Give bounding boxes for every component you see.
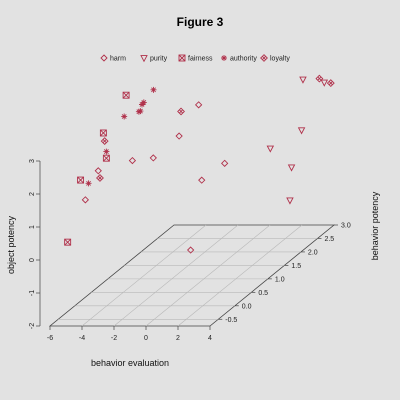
y-tick-label: 2.5 xyxy=(324,236,334,243)
legend-marker-fairness xyxy=(178,54,186,62)
z-tick-label: 2 xyxy=(29,192,36,196)
point-harm xyxy=(198,176,206,184)
legend-marker-purity xyxy=(140,55,148,63)
point-authority xyxy=(103,148,110,155)
y-tick-label: 0.5 xyxy=(258,290,268,297)
grid-line-x xyxy=(177,224,303,327)
point-fairness xyxy=(122,91,130,99)
legend: harm purity fairness authority loyalty xyxy=(100,54,290,63)
point-purity xyxy=(320,79,329,87)
point-loyalty xyxy=(96,174,104,182)
point-authority xyxy=(135,108,142,115)
grid-line-x xyxy=(145,224,271,327)
floor-outline xyxy=(48,224,336,327)
point-harm xyxy=(175,132,183,140)
point-purity xyxy=(299,76,307,84)
legend-marker-loyalty xyxy=(260,54,268,62)
point-authority xyxy=(139,101,145,108)
point-harm xyxy=(94,167,102,175)
point-authority xyxy=(85,180,92,187)
point-fairness xyxy=(102,154,110,162)
x-axis-label: behavior evaluation xyxy=(91,358,169,368)
point-harm xyxy=(195,101,203,109)
x-axis-ticks: -6 -4 -2 0 2 4 xyxy=(47,326,212,342)
legend-label-purity: purity xyxy=(150,56,168,63)
point-harm xyxy=(221,159,229,168)
point-harm xyxy=(128,156,137,165)
point-authority xyxy=(121,113,128,120)
point-purity xyxy=(297,127,306,135)
plot-box xyxy=(48,224,336,327)
point-harm xyxy=(149,154,157,162)
point-loyalty xyxy=(177,107,185,116)
y-tick-label: 0.0 xyxy=(242,303,252,310)
legend-marker-authority xyxy=(221,55,227,61)
x-tick-label: -4 xyxy=(79,335,85,342)
z-tick-label: -1 xyxy=(29,290,36,296)
z-tick-label: 3 xyxy=(29,159,36,163)
point-authority xyxy=(150,86,157,93)
y-tick-label: 2.0 xyxy=(308,249,318,256)
x-tick-label: -6 xyxy=(47,335,53,342)
z-axis-ticks: -2 -1 0 1 2 3 xyxy=(29,159,41,329)
legend-label-harm: harm xyxy=(110,56,126,63)
chart-title: Figure 3 xyxy=(177,15,224,29)
point-purity xyxy=(287,164,296,172)
point-harm xyxy=(81,196,89,204)
y-axis-label: behavior potency xyxy=(370,191,380,260)
point-authority xyxy=(137,108,144,115)
x-tick-label: -2 xyxy=(111,335,117,342)
point-fairness xyxy=(64,238,72,246)
point-fairness xyxy=(99,129,107,137)
point-purity xyxy=(266,145,275,153)
y-tick-label: 1.0 xyxy=(275,276,285,283)
y-tick-label: -0.5 xyxy=(225,317,237,324)
y-tick-label: 1.5 xyxy=(291,263,301,270)
z-tick-label: -2 xyxy=(29,323,36,329)
point-loyalty xyxy=(100,137,109,146)
x-tick-label: 0 xyxy=(144,335,148,342)
z-tick-label: 0 xyxy=(29,258,36,262)
legend-label-loyalty: loyalty xyxy=(270,56,290,63)
point-loyalty xyxy=(315,74,324,83)
z-axis-label: object potency xyxy=(6,215,16,274)
z-tick-label: 1 xyxy=(29,225,36,229)
y-axis-ticks: -0.5 0.0 0.5 1.0 1.5 2.0 2.5 3.0 xyxy=(218,223,351,324)
x-tick-label: 4 xyxy=(208,335,212,342)
y-tick-label: 3.0 xyxy=(341,223,351,230)
legend-label-fairness: fairness xyxy=(188,56,213,63)
legend-marker-harm xyxy=(100,54,108,62)
legend-label-authority: authority xyxy=(230,56,257,63)
data-points xyxy=(64,74,335,254)
grid-line-x xyxy=(81,224,207,327)
grid-line-x xyxy=(113,224,239,327)
point-fairness xyxy=(77,176,85,184)
x-tick-label: 2 xyxy=(176,335,180,342)
floor-grid xyxy=(58,224,318,327)
point-loyalty xyxy=(326,79,335,88)
point-purity xyxy=(286,197,294,205)
point-harm xyxy=(187,246,195,254)
